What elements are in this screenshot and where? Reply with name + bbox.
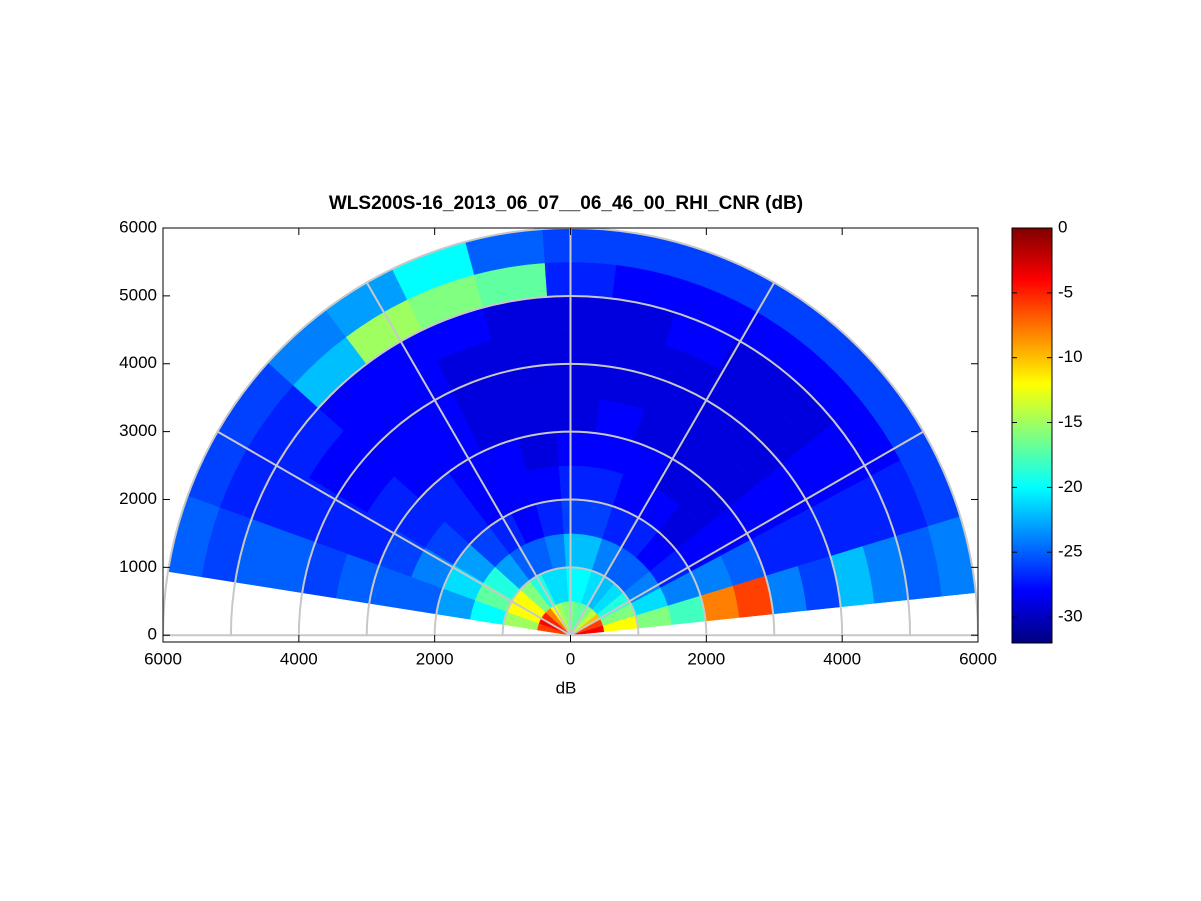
cell bbox=[548, 329, 609, 367]
colorbar-tick-label: -15 bbox=[1058, 412, 1083, 431]
y-tick-label: 1000 bbox=[119, 557, 157, 576]
angle-spoke bbox=[217, 430, 571, 637]
colorbar-tick-label: -5 bbox=[1058, 282, 1073, 301]
angle-spoke bbox=[569, 282, 776, 636]
x-tick-label: 6000 bbox=[144, 649, 182, 668]
colorbar-tick-label: 0 bbox=[1058, 217, 1067, 236]
x-tick-label: 2000 bbox=[687, 649, 725, 668]
colorbar-tick-label: -25 bbox=[1058, 542, 1083, 561]
x-tick-label: 2000 bbox=[416, 649, 454, 668]
y-tick-label: 5000 bbox=[119, 285, 157, 304]
cell bbox=[551, 363, 604, 400]
angle-spoke bbox=[365, 282, 572, 636]
y-tick-label: 3000 bbox=[119, 421, 157, 440]
colorbar-tick-label: -10 bbox=[1058, 347, 1083, 366]
y-tick-label: 0 bbox=[148, 625, 157, 644]
x-tick-label: 6000 bbox=[959, 649, 997, 668]
cell bbox=[553, 397, 600, 434]
cell bbox=[556, 431, 596, 468]
colorbar-tick-label: -30 bbox=[1058, 607, 1083, 626]
plot-content bbox=[163, 228, 978, 637]
plot-area bbox=[162, 227, 979, 643]
y-tick-label: 4000 bbox=[119, 353, 157, 372]
cell bbox=[544, 261, 617, 299]
cell bbox=[558, 465, 592, 501]
chart-title: WLS200S-16_2013_06_07__06_46_00_RHI_CNR … bbox=[329, 193, 803, 214]
y-tick-label: 2000 bbox=[119, 489, 157, 508]
angle-spoke bbox=[570, 430, 924, 637]
x-tick-label: 0 bbox=[566, 649, 575, 668]
x-tick-label: 4000 bbox=[823, 649, 861, 668]
x-tick-label: 4000 bbox=[280, 649, 318, 668]
x-axis-label: dB bbox=[556, 678, 577, 697]
cell bbox=[546, 295, 613, 333]
colorbar bbox=[1011, 227, 1053, 644]
cell bbox=[541, 228, 621, 265]
cell bbox=[560, 499, 588, 535]
y-tick-label: 6000 bbox=[119, 217, 157, 236]
colorbar-tick-label: -20 bbox=[1058, 477, 1083, 496]
